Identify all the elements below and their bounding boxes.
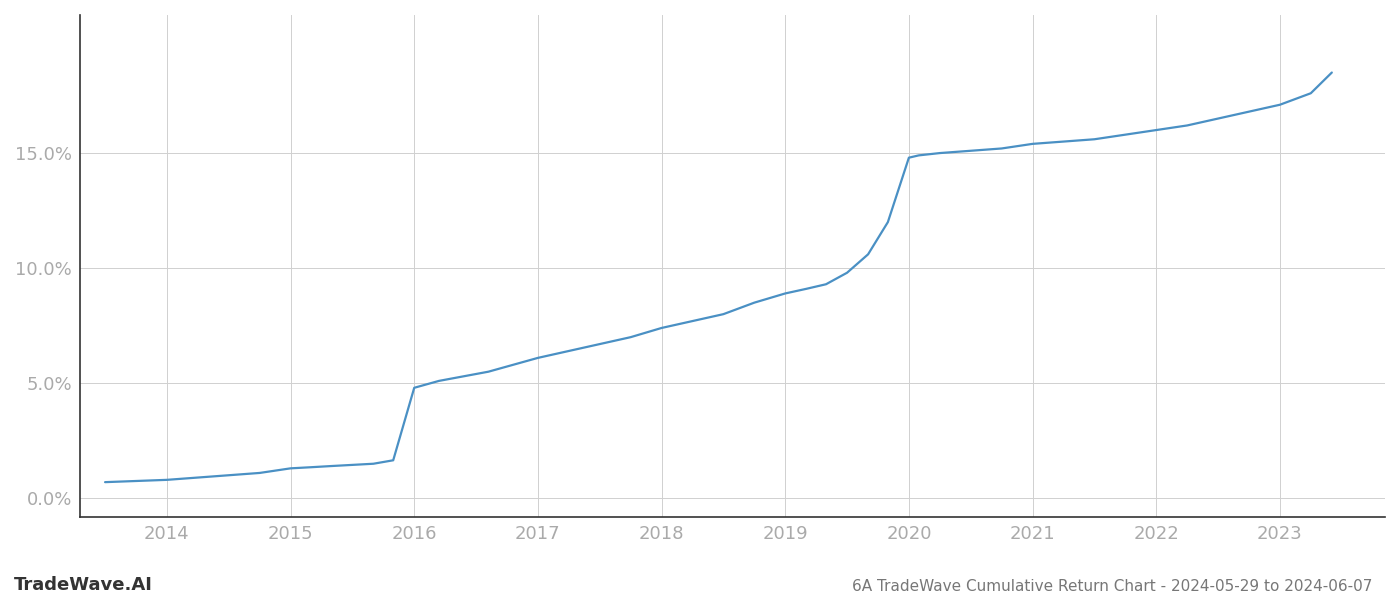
Text: TradeWave.AI: TradeWave.AI <box>14 576 153 594</box>
Text: 6A TradeWave Cumulative Return Chart - 2024-05-29 to 2024-06-07: 6A TradeWave Cumulative Return Chart - 2… <box>851 579 1372 594</box>
